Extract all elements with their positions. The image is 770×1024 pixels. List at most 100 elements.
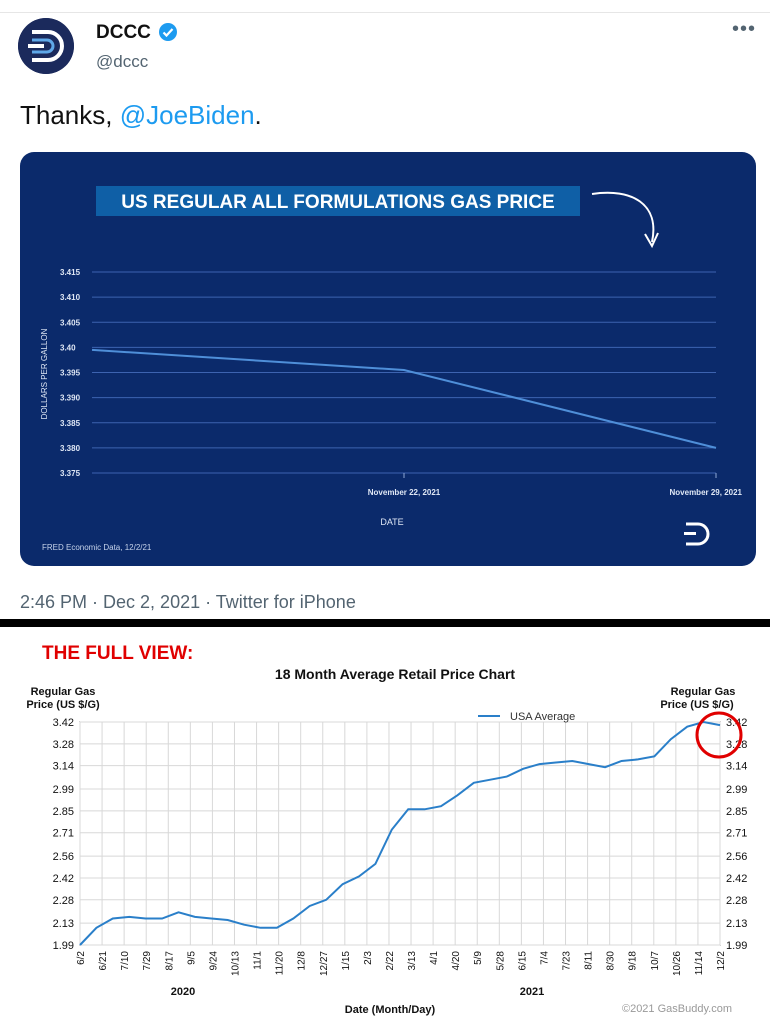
gb-x-tick-label: 7/4 [539, 951, 550, 965]
gb-y-tick-label-right: 2.71 [726, 828, 747, 840]
gb-x-tick-label: 10/26 [672, 951, 683, 976]
gb-x-tick-label: 6/21 [98, 951, 109, 971]
y-tick-label: 3.380 [60, 444, 81, 453]
gb-y-tick-label-right: 2.85 [726, 806, 747, 818]
y-tick-label: 3.375 [60, 469, 81, 478]
gb-x-tick-label: 8/11 [584, 951, 595, 970]
gb-y-tick-label-left: 2.13 [53, 918, 74, 930]
gb-y-tick-label-right: 3.28 [726, 739, 747, 751]
gb-x-tick-label: 5/9 [473, 951, 484, 965]
gb-x-tick-label: 9/24 [208, 951, 219, 971]
y-tick-label: 3.40 [60, 343, 76, 352]
gb-y-tick-label-right: 3.14 [726, 761, 747, 773]
gb-y-tick-label-right: 2.28 [726, 895, 747, 907]
gb-x-tick-label: 11/14 [694, 951, 705, 976]
gb-x-tick-label: 10/7 [650, 951, 661, 971]
arrow-icon [591, 191, 655, 243]
gb-y-tick-label-left: 3.28 [53, 739, 74, 751]
x-axis-label: DATE [380, 517, 403, 527]
gb-chart-title: 18 Month Average Retail Price Chart [275, 666, 515, 682]
gb-y-tick-label-left: 2.28 [53, 895, 74, 907]
gb-right-axis-label-line1: Regular Gas [671, 686, 736, 698]
x-tick-label: November 22, 2021 [368, 488, 441, 497]
more-options-icon[interactable]: ••• [732, 18, 757, 40]
full-view-label: THE FULL VIEW: [42, 643, 194, 664]
gb-copyright: ©2021 GasBuddy.com [622, 1003, 732, 1015]
gb-x-tick-label: 5/28 [495, 951, 506, 971]
tweet: DCCC @dccc ••• Thanks, @JoeBiden. US REG… [0, 12, 770, 612]
gb-left-axis-label-line2: Price (US $/G) [26, 699, 100, 711]
year-label-2020: 2020 [171, 986, 195, 998]
gb-x-tick-label: 9/5 [186, 951, 197, 965]
gb-x-tick-label: 6/2 [76, 951, 87, 965]
gb-right-axis-label-line2: Price (US $/G) [660, 699, 734, 711]
arrow-head-icon [644, 232, 659, 249]
highlight-circle [695, 711, 743, 759]
gb-y-tick-label-right: 2.99 [726, 784, 747, 796]
gb-y-tick-label-left: 2.42 [53, 873, 74, 885]
y-axis-label: DOLLARS PER GALLON [40, 328, 49, 419]
y-tick-label: 3.410 [60, 293, 81, 302]
section-divider [0, 619, 770, 627]
tweet-text-prefix: Thanks, [20, 100, 120, 130]
gb-x-tick-label: 10/13 [230, 951, 241, 976]
gb-series-line [79, 720, 721, 946]
gb-y-tick-label-left: 2.56 [53, 851, 74, 863]
gb-x-tick-label: 7/23 [562, 951, 573, 971]
gb-y-tick-label-left: 2.71 [53, 828, 74, 840]
chart-title: US REGULAR ALL FORMULATIONS GAS PRICE [121, 192, 554, 213]
gb-y-tick-label-right: 2.56 [726, 851, 747, 863]
gb-y-tick-label-right: 2.13 [726, 918, 747, 930]
tweet-text-suffix: . [254, 100, 262, 130]
gb-y-tick-label-right: 1.99 [726, 940, 747, 952]
y-tick-label: 3.405 [60, 318, 81, 327]
y-tick-label: 3.415 [60, 268, 81, 277]
fred-chart: US REGULAR ALL FORMULATIONS GAS PRICE 3.… [40, 186, 743, 552]
gb-y-tick-label-left: 1.99 [53, 940, 74, 952]
gasbuddy-chart: 18 Month Average Retail Price Chart Regu… [26, 666, 747, 1016]
tweet-timestamp[interactable]: 2:46 PM · Dec 2, 2021 · Twitter for iPho… [20, 592, 356, 612]
author-handle[interactable]: @dccc [96, 52, 149, 71]
series-line [91, 348, 717, 449]
gb-x-tick-label: 12/27 [319, 951, 330, 976]
gb-x-tick-label: 6/15 [517, 951, 528, 971]
mention-link[interactable]: @JoeBiden [119, 100, 255, 130]
fred-chart-card[interactable]: US REGULAR ALL FORMULATIONS GAS PRICE 3.… [20, 152, 756, 566]
y-tick-label: 3.390 [60, 394, 81, 403]
verified-badge-icon [159, 23, 177, 41]
gb-x-tick-label: 12/8 [297, 951, 308, 971]
gb-x-tick-label: 8/30 [606, 951, 617, 971]
gb-y-tick-label-left: 3.42 [53, 717, 74, 729]
x-tick-label: November 29, 2021 [670, 488, 743, 497]
gb-y-tick-label-left: 2.99 [53, 784, 74, 796]
gb-left-axis-label-line1: Regular Gas [31, 686, 96, 698]
year-label-2021: 2021 [520, 986, 544, 998]
gb-x-tick-label: 8/17 [164, 951, 175, 971]
y-tick-label: 3.385 [60, 419, 81, 428]
gb-x-axis-label: Date (Month/Day) [345, 1004, 436, 1016]
gb-x-tick-label: 4/1 [429, 951, 440, 965]
gb-x-tick-label: 1/15 [341, 951, 352, 971]
gb-x-tick-label: 11/20 [275, 951, 286, 976]
avatar[interactable] [18, 18, 74, 74]
gb-x-tick-label: 3/13 [407, 951, 418, 971]
tweet-text: Thanks, @JoeBiden. [20, 100, 262, 131]
top-divider [0, 12, 770, 13]
gb-y-tick-label-left: 2.85 [53, 806, 74, 818]
gb-x-tick-label: 12/2 [716, 951, 727, 971]
chart-source: FRED Economic Data, 12/2/21 [42, 543, 152, 552]
gb-x-tick-label: 9/18 [628, 951, 639, 971]
gb-x-tick-label: 4/20 [451, 951, 462, 971]
y-tick-label: 3.395 [60, 369, 81, 378]
gb-y-tick-label-right: 2.42 [726, 873, 747, 885]
gb-x-tick-label: 7/10 [120, 951, 131, 971]
gb-y-tick-label-left: 3.14 [53, 761, 74, 773]
gb-x-tick-label: 7/29 [142, 951, 153, 971]
gb-x-tick-label: 2/3 [363, 951, 374, 965]
gb-x-tick-label: 11/1 [253, 951, 264, 970]
dccc-logo-icon [18, 18, 74, 74]
gb-plot-area [79, 721, 721, 946]
chart-title-badge [96, 186, 580, 216]
gb-x-tick-label: 2/22 [385, 951, 396, 971]
author-name[interactable]: DCCC [96, 22, 151, 43]
